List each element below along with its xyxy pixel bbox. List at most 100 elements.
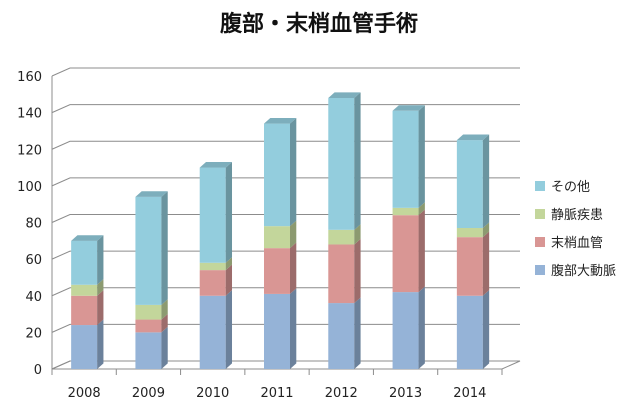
y-tick-label: 100 — [17, 180, 42, 195]
bar-side — [354, 92, 361, 230]
bar-side — [418, 286, 425, 369]
bar-front — [199, 295, 226, 369]
bar-segment-2009-4 — [135, 191, 168, 305]
bar-front — [264, 226, 290, 249]
legend-label: 末梢血管 — [551, 236, 603, 251]
bar-side — [97, 279, 104, 296]
bar-segment-2014-1 — [456, 290, 490, 369]
gridline — [51, 323, 520, 333]
bar-side — [161, 299, 168, 320]
x-tick-label: 2013 — [389, 386, 422, 401]
bar-top — [135, 191, 168, 197]
bar-front — [71, 284, 98, 296]
bar-side — [482, 231, 490, 296]
y-axis-ticks: 0 20 40 60 80 100 120 140 160 — [17, 70, 42, 378]
legend-item: その他 — [535, 180, 590, 195]
bar-front — [392, 207, 419, 216]
bar-front — [456, 140, 483, 228]
bar-front — [264, 248, 290, 294]
bar-segment-2013-3 — [392, 202, 425, 216]
bar-segment-2009-3 — [135, 299, 168, 320]
bar-2008 — [71, 235, 104, 369]
legend-swatch — [535, 181, 545, 191]
bar-side — [418, 202, 425, 216]
bar-segment-2013-2 — [392, 209, 425, 293]
gridline — [51, 104, 520, 114]
bar-side — [482, 222, 490, 238]
legend-label: 静脈疾患 — [551, 208, 603, 223]
bar-front — [392, 215, 419, 293]
y-tick-label: 20 — [25, 326, 42, 341]
gridline — [51, 177, 520, 187]
legend-item: 末梢血管 — [535, 236, 603, 251]
gridline — [51, 214, 520, 223]
bar-segment-2010-3 — [199, 257, 233, 271]
bar-side — [482, 134, 490, 228]
bar-segment-2009-1 — [135, 326, 168, 369]
bar-front — [328, 229, 355, 245]
gridline — [51, 140, 520, 150]
bar-front — [456, 237, 483, 296]
bar-side — [290, 242, 297, 294]
bar-segment-2012-1 — [328, 297, 361, 369]
bar-segment-2010-2 — [199, 264, 233, 296]
bar-2013 — [392, 105, 425, 369]
bars — [71, 92, 490, 369]
bar-segment-2008-3 — [71, 279, 104, 296]
bar-front — [199, 262, 226, 271]
bar-side — [225, 161, 233, 263]
bar-segment-2014-2 — [456, 231, 490, 296]
y-tick-label: 120 — [17, 143, 42, 158]
y-tick-label: 40 — [25, 290, 42, 305]
bar-side — [97, 290, 104, 326]
bar-segment-2011-1 — [264, 288, 297, 369]
bar-side — [354, 224, 361, 245]
bar-side — [225, 264, 233, 296]
gridline — [51, 250, 520, 260]
bar-front — [264, 123, 290, 227]
gridlines — [51, 67, 520, 370]
bar-side — [161, 191, 168, 305]
legend-swatch — [535, 237, 545, 247]
x-tick-label: 2010 — [196, 386, 229, 401]
y-tick-label: 140 — [17, 107, 42, 122]
bar-side — [225, 257, 233, 271]
bar-segment-2011-2 — [264, 242, 297, 294]
bar-segment-2008-1 — [71, 319, 104, 369]
bar-side — [97, 235, 104, 285]
bar-segment-2013-4 — [392, 105, 425, 208]
bar-side — [482, 290, 490, 369]
bar-front — [456, 227, 483, 238]
bar-segment-2013-1 — [392, 286, 425, 369]
bar-segment-2014-4 — [456, 134, 490, 228]
bar-front — [199, 270, 226, 296]
bar-front — [328, 97, 355, 230]
bar-front — [71, 325, 98, 369]
bar-top — [328, 92, 361, 98]
bar-side — [161, 313, 168, 333]
bar-front — [199, 167, 226, 263]
bar-segment-2011-3 — [264, 220, 297, 249]
bar-segment-2011-4 — [264, 118, 297, 227]
y-tick-label: 0 — [34, 363, 42, 378]
bar-front — [135, 319, 162, 333]
bar-2009 — [135, 191, 168, 369]
bar-side — [290, 118, 297, 227]
bar-segment-2008-4 — [71, 235, 104, 285]
bar-side — [225, 290, 233, 369]
bar-front — [71, 240, 98, 285]
bar-2014 — [456, 134, 490, 369]
bar-side — [290, 220, 297, 249]
bar-2010 — [199, 161, 233, 369]
bar-side — [354, 238, 361, 304]
bar-side — [290, 288, 297, 369]
bar-side — [354, 297, 361, 369]
bar-top — [199, 161, 233, 168]
bar-top — [264, 118, 297, 124]
legend-swatch — [535, 265, 545, 275]
x-tick-label: 2008 — [68, 386, 101, 401]
bar-segment-2012-2 — [328, 238, 361, 304]
legend-label: その他 — [551, 180, 590, 195]
